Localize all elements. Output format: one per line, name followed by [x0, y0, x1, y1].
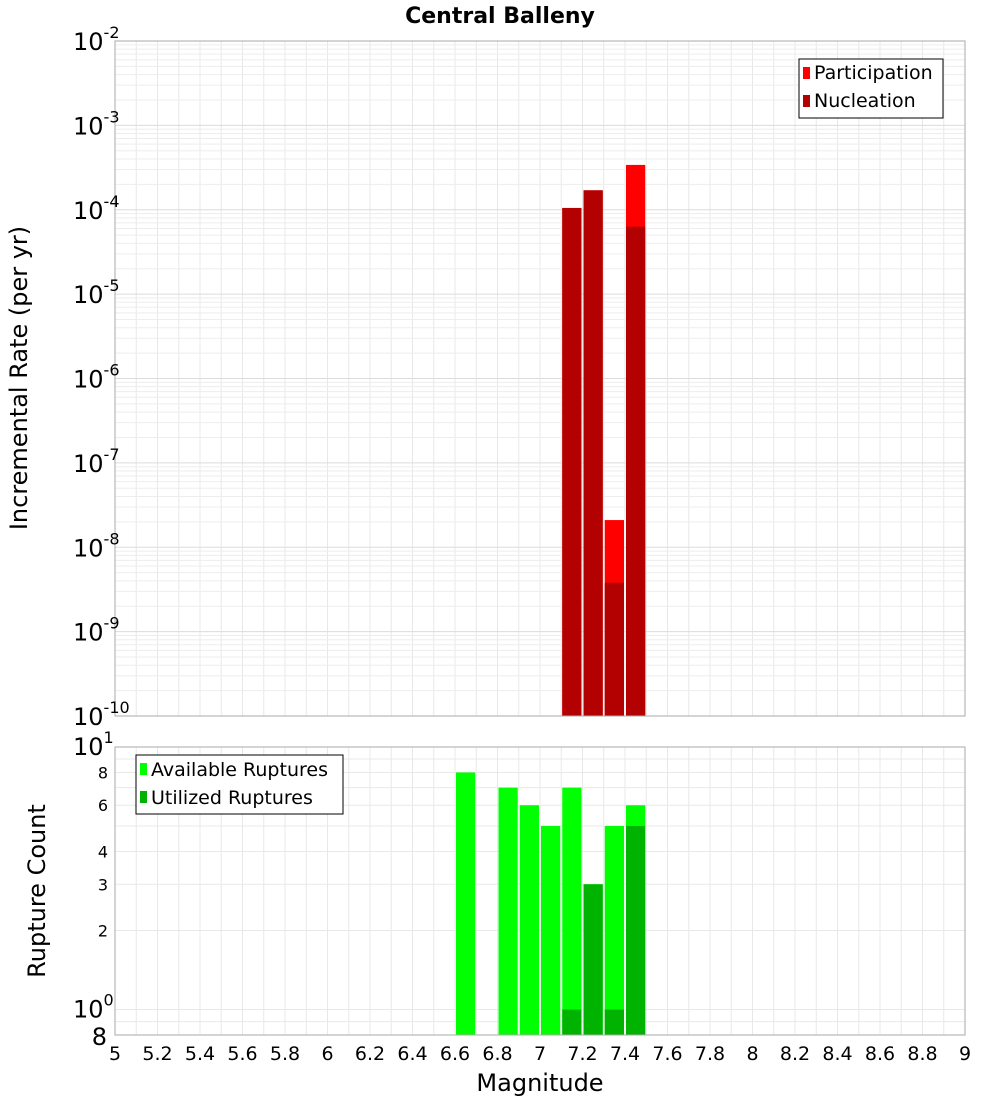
- legend-swatch-available: [140, 763, 147, 775]
- legend-swatch-nucleation: [803, 95, 810, 107]
- count-y-axis-label: Rupture Count: [23, 804, 51, 978]
- x-tick-label: 7.6: [652, 1043, 682, 1065]
- y-tick-label: 10-3: [73, 107, 120, 140]
- bar-available: [498, 787, 518, 1035]
- x-tick-label: 5.4: [185, 1043, 215, 1065]
- rate-panel: 10-2 10-3 10-4 10-5 10-6 10-7 10-8 10-9 10-10 In…: [5, 23, 966, 731]
- x-tick-label: 7.2: [567, 1043, 597, 1065]
- count-bars: [456, 772, 646, 1035]
- x-tick-label: 8.4: [822, 1043, 852, 1065]
- x-tick-label: 6.8: [482, 1043, 512, 1065]
- y-tick-label: 10-8: [73, 529, 120, 562]
- y-tick-label: 2: [98, 922, 108, 941]
- rate-plot-frame: [114, 40, 966, 717]
- x-tick-label: 6.4: [397, 1043, 427, 1065]
- bar-utilized: [604, 1009, 624, 1035]
- bar-nucleation: [562, 207, 582, 716]
- x-tick-label: 8.6: [865, 1043, 895, 1065]
- x-tick-label: 6: [321, 1043, 333, 1065]
- count-legend: Available Ruptures Utilized Ruptures: [135, 754, 344, 815]
- bar-nucleation: [604, 582, 624, 716]
- bar-nucleation: [583, 190, 603, 716]
- legend-label-available: Available Ruptures: [151, 759, 328, 781]
- y-tick-label: 100: [73, 991, 114, 1024]
- x-tick-label: 5.2: [142, 1043, 172, 1065]
- y-tick-label: 10-4: [73, 192, 120, 225]
- x-tick-label: 5.6: [227, 1043, 257, 1065]
- bar-available: [541, 826, 561, 1035]
- rate-bars: [562, 164, 646, 716]
- y-tick-label: 10-2: [73, 23, 120, 56]
- bar-available: [562, 787, 582, 1035]
- rate-y-axis-label: Incremental Rate (per yr): [5, 226, 33, 530]
- legend-swatch-utilized: [140, 791, 147, 803]
- bar-utilized: [626, 826, 646, 1035]
- rate-legend: Participation Nucleation: [798, 58, 944, 119]
- x-tick-label: 6.6: [440, 1043, 470, 1065]
- chart-title: Central Balleny: [405, 4, 595, 29]
- bar-utilized: [583, 884, 603, 1035]
- y-tick-label: 3: [98, 875, 108, 894]
- x-tick-label: 8: [746, 1043, 758, 1065]
- x-tick-label: 5: [109, 1043, 121, 1065]
- y-tick-label: 8: [98, 763, 108, 782]
- y-tick-label: 8: [92, 1023, 107, 1051]
- y-tick-label: 6: [98, 796, 108, 815]
- x-tick-label: 8.8: [907, 1043, 937, 1065]
- x-ticks: 5 5.2 5.4 5.6 5.8 6 6.2 6.4 6.6 6.8 7 7.2 7.4 7.6 7.8 8…: [109, 1043, 971, 1065]
- y-tick-label: 101: [73, 728, 114, 761]
- x-tick-label: 9: [959, 1043, 971, 1065]
- x-axis-label: Magnitude: [476, 1069, 603, 1097]
- x-tick-label: 7.4: [610, 1043, 640, 1065]
- bar-available: [456, 772, 476, 1035]
- y-tick-label: 10-5: [73, 276, 120, 309]
- rate-legend-box: [798, 58, 944, 119]
- count-plot-frame: [114, 746, 966, 1036]
- x-tick-label: 8.2: [780, 1043, 810, 1065]
- rate-grid: [114, 41, 966, 717]
- legend-label-nucleation: Nucleation: [814, 90, 916, 112]
- x-tick-label: 5.8: [270, 1043, 300, 1065]
- x-tick-label: 7: [534, 1043, 546, 1065]
- legend-label-utilized: Utilized Ruptures: [151, 787, 313, 809]
- y-tick-label: 10-10: [73, 698, 130, 731]
- y-tick-label: 10-9: [73, 614, 120, 647]
- x-tick-label: 7.8: [695, 1043, 725, 1065]
- bar-available: [604, 826, 624, 1035]
- legend-swatch-participation: [803, 67, 810, 79]
- legend-label-participation: Participation: [814, 62, 933, 84]
- y-tick-label: 4: [98, 842, 108, 861]
- y-tick-label: 10-7: [73, 445, 120, 478]
- bar-available: [519, 805, 539, 1035]
- x-tick-label: 6.2: [355, 1043, 385, 1065]
- count-legend-box: [135, 754, 344, 815]
- bar-nucleation: [626, 226, 646, 716]
- bar-utilized: [562, 1009, 582, 1035]
- rate-y-ticks: 10-2 10-3 10-4 10-5 10-6 10-7 10-8 10-9 10-10: [73, 23, 130, 731]
- y-tick-label: 10-6: [73, 361, 120, 394]
